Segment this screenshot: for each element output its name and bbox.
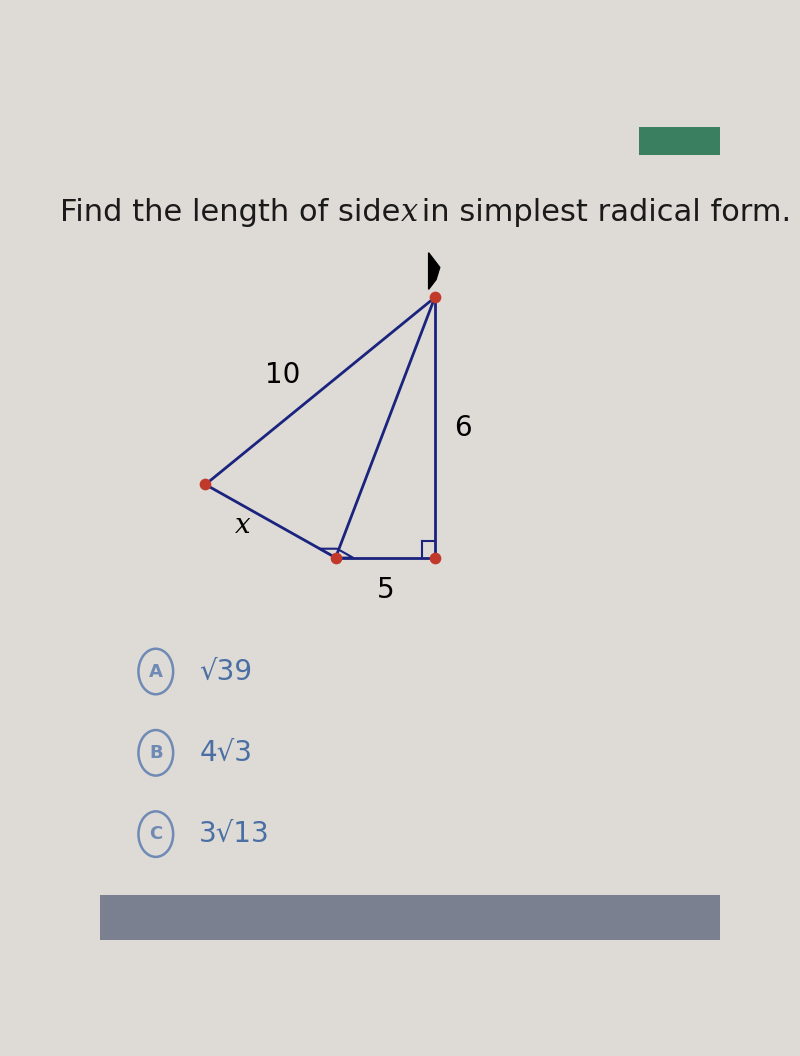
Text: 10: 10 <box>266 361 301 389</box>
Text: in simplest radical form.: in simplest radical form. <box>412 197 791 227</box>
Point <box>199 476 212 493</box>
Polygon shape <box>429 252 440 289</box>
Point <box>429 289 442 306</box>
Text: 5: 5 <box>376 577 394 604</box>
Text: 4√3: 4√3 <box>199 739 252 767</box>
Text: x: x <box>234 512 250 539</box>
Text: 3√13: 3√13 <box>199 821 270 848</box>
Text: x: x <box>402 196 418 228</box>
Text: A: A <box>149 662 162 680</box>
Point <box>330 549 342 566</box>
FancyBboxPatch shape <box>639 127 720 155</box>
Text: √39: √39 <box>199 658 252 685</box>
Text: C: C <box>149 825 162 843</box>
FancyBboxPatch shape <box>100 895 720 940</box>
Text: 6: 6 <box>454 414 471 441</box>
Point <box>429 549 442 566</box>
Text: Find the length of side: Find the length of side <box>60 197 410 227</box>
Text: B: B <box>149 743 162 761</box>
